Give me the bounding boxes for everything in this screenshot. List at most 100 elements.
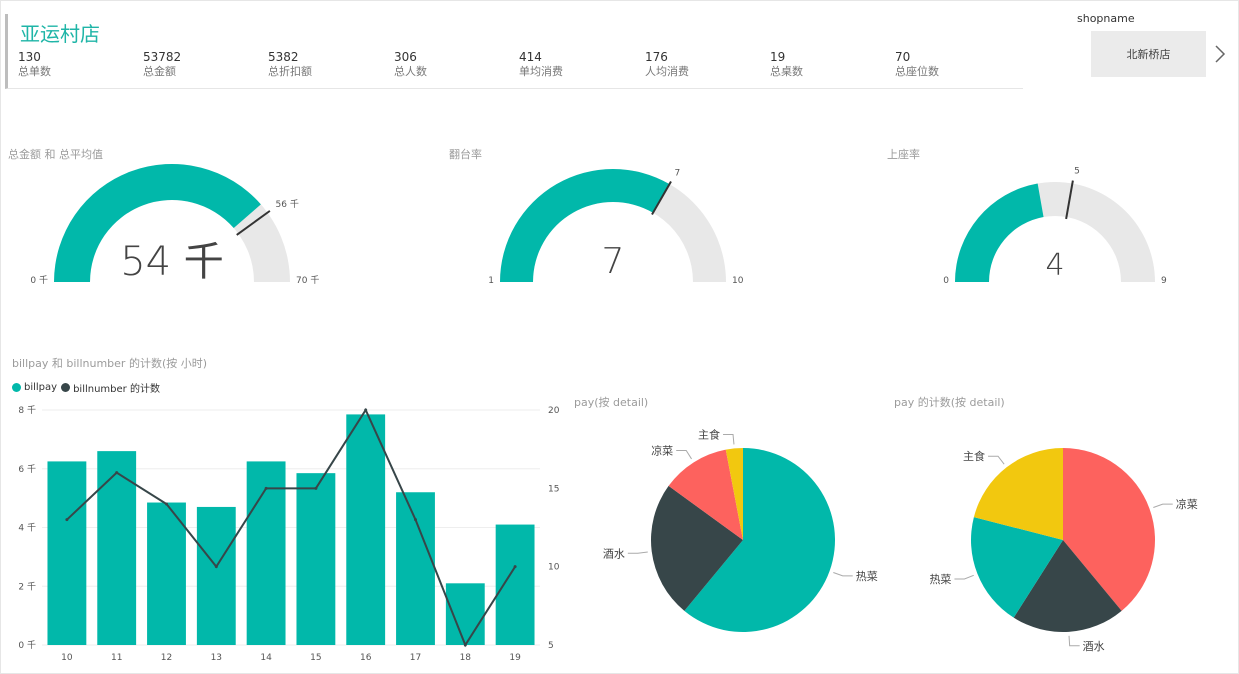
pie-slice [973, 448, 1063, 540]
gauge-turnover: 7 1 10 7 [488, 168, 743, 286]
gauge-value-label: 4 [1045, 248, 1064, 283]
pie-slice-label: 凉菜 [651, 444, 673, 458]
pie-title-pay-count: pay 的计数(按 detail) [894, 396, 1005, 409]
x-tick-label: 19 [509, 653, 521, 663]
kpi-panel: 亚运村店 130 总单数 53782 总金额 5382 总折扣额 306 总人数… [5, 14, 1023, 89]
legend-item-billnumber[interactable]: billnumber 的计数 [61, 380, 160, 395]
line-point [513, 565, 517, 569]
kpi-label: 总座位数 [895, 65, 939, 78]
line-point [414, 518, 417, 522]
pie-leader-line [627, 551, 648, 554]
pie-slice-label: 热菜 [856, 570, 878, 583]
kpi-avg-per-order: 414 单均消费 [519, 50, 639, 79]
line-point [364, 408, 368, 412]
gauge-target-marker [1065, 180, 1074, 220]
legend-item-billpay[interactable]: billpay [12, 382, 57, 393]
kpi-total-discount: 5382 总折扣额 [268, 50, 388, 79]
gauge-title-amount: 总金额 和 总平均值 [8, 148, 103, 161]
store-title: 亚运村店 [20, 22, 100, 46]
gauge-title-turnover: 翻台率 [449, 148, 482, 161]
kpi-total-seats: 70 总座位数 [895, 50, 1015, 79]
bar [246, 461, 286, 645]
x-tick-label: 13 [211, 653, 222, 663]
bar [196, 506, 236, 645]
x-tick-label: 11 [111, 653, 122, 663]
kpi-value: 414 [519, 50, 542, 64]
combo-chart-legend: billpay billnumber 的计数 [12, 380, 164, 395]
bar [445, 583, 485, 645]
pie-slice-label: 酒水 [603, 547, 625, 560]
kpi-avg-per-person: 176 人均消费 [645, 50, 765, 79]
x-tick-label: 15 [310, 653, 321, 663]
bar [346, 414, 386, 645]
pie-slice [971, 517, 1063, 618]
slicer-title: shopname [1077, 12, 1135, 25]
pie-slice-label: 凉菜 [1176, 497, 1198, 511]
gauge-target-label: 5 [1074, 167, 1080, 177]
gauge-target-marker [236, 210, 271, 236]
line-point [463, 643, 467, 647]
y-left-tick-label: 0 千 [18, 640, 36, 651]
y-right-tick-label: 15 [548, 484, 559, 494]
gauge-min-label: 0 [943, 276, 949, 286]
gauge-value-arc [500, 169, 670, 282]
pie-slice-label: 热菜 [929, 573, 951, 586]
pie-slice-label: 主食 [963, 449, 985, 463]
shop-slicer-button[interactable]: 北新桥店 [1091, 31, 1206, 77]
pie-leader-line [954, 574, 974, 580]
gauge-max-label: 9 [1161, 276, 1167, 286]
combo-chart-title: billpay 和 billnumber 的计数(按 小时) [12, 357, 208, 370]
x-tick-label: 12 [161, 653, 172, 663]
y-right-tick-label: 20 [548, 406, 560, 416]
kpi-value: 176 [645, 50, 668, 64]
pie-slice [1013, 540, 1122, 632]
pie-slice-label: 酒水 [1083, 640, 1105, 653]
combo-chart: 0 千 2 千 4 千 6 千 8 千 5 10 15 20 10 11 12 13 14 15 16 17 18… [18, 405, 560, 663]
kpi-total-people: 306 总人数 [394, 50, 514, 79]
y-left-tick-label: 2 千 [18, 581, 36, 592]
gauge-title-occupancy: 上座率 [887, 148, 920, 161]
line-point [214, 565, 218, 569]
gauge-target-marker [651, 181, 672, 215]
y-left-tick-label: 4 千 [18, 523, 36, 534]
chevron-right-icon[interactable] [1210, 42, 1230, 66]
line-point [264, 486, 268, 490]
gauge-max-label: 70 千 [296, 275, 319, 286]
gauge-min-label: 0 千 [30, 275, 48, 286]
kpi-label: 总人数 [394, 65, 427, 78]
gauge-target-label: 7 [675, 168, 681, 178]
pie-slice [668, 449, 743, 540]
bar [147, 502, 186, 645]
gauge-amount: 56 千 0 千 70 千 54 千 [30, 163, 319, 286]
x-tick-label: 10 [61, 653, 73, 663]
gauge-min-label: 1 [488, 276, 494, 286]
line-point [65, 518, 69, 522]
pie-slice [651, 485, 743, 611]
pie-leader-line [723, 433, 735, 445]
pie-slice-label: 主食 [698, 427, 720, 441]
pie-leader-line [676, 450, 692, 460]
pie-leader-line [988, 455, 1005, 465]
gauge-value-arc [54, 163, 261, 282]
y-left-tick-label: 8 千 [18, 405, 36, 416]
bar [495, 524, 535, 645]
pie-chart-pay: 热菜 酒水 凉菜 主食 [603, 427, 878, 632]
kpi-value: 53782 [143, 50, 182, 64]
line-series-billnumber [66, 407, 516, 648]
pie-title-pay: pay(按 detail) [574, 396, 649, 409]
line-point [314, 486, 318, 490]
kpi-total-orders: 130 总单数 [18, 50, 138, 79]
pie-slice [684, 448, 835, 632]
kpi-label: 单均消费 [519, 65, 563, 78]
bar [296, 473, 336, 645]
pie-leader-line [1068, 635, 1080, 647]
x-tick-label: 16 [360, 653, 372, 663]
gauge-value-arc [955, 183, 1044, 282]
x-tick-label: 17 [410, 653, 421, 663]
line-point [165, 502, 168, 506]
kpi-total-tables: 19 总桌数 [770, 50, 890, 79]
x-tick-label: 18 [460, 653, 472, 663]
pie-slice [1063, 448, 1155, 611]
kpi-total-amount: 53782 总金额 [143, 50, 263, 79]
